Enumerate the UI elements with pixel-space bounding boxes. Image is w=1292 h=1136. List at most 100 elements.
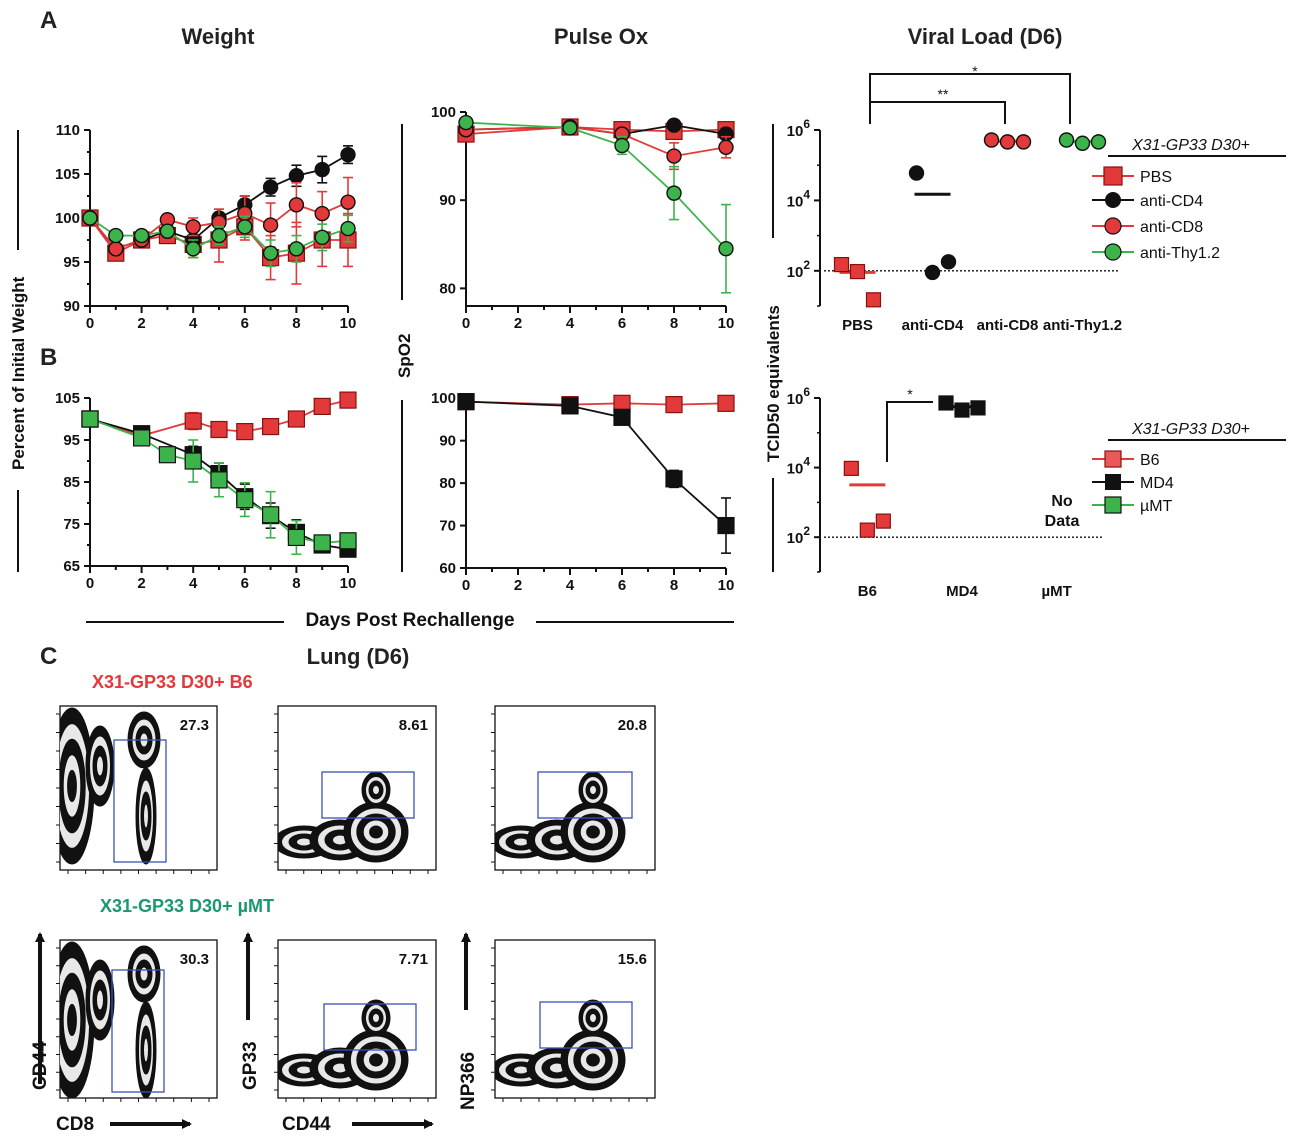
- data-point: [613, 408, 631, 426]
- chart-viral-load-b: 102 104 106 B6 MD4 µMT: [787, 385, 1104, 600]
- data-point: [262, 506, 280, 524]
- svg-text:Days Post Rechallenge: Days Post Rechallenge: [305, 610, 514, 631]
- svg-text:µMT: µMT: [1140, 498, 1173, 515]
- data-point: [718, 139, 734, 155]
- gate-percentage: 27.3: [180, 717, 209, 734]
- data-point: [666, 185, 682, 201]
- contour-density: [60, 941, 161, 1098]
- significance-a: * **: [869, 63, 1071, 124]
- data-point: [288, 197, 305, 213]
- y-tick-label: 110: [56, 122, 80, 139]
- y-tick-label: 105: [55, 390, 80, 407]
- y-tick-label: 60: [439, 560, 456, 577]
- legend-b-md4: MD4: [1092, 474, 1174, 492]
- data-point: [340, 194, 356, 210]
- data-point: [314, 161, 330, 178]
- contour-ring: [96, 989, 104, 1011]
- spo2-y-axis-label: SpO2: [395, 124, 414, 572]
- data-point: [614, 137, 630, 154]
- data-point: [236, 491, 254, 509]
- data-point: [1015, 134, 1032, 150]
- data-point: [339, 532, 357, 550]
- flow-plots: 27.3 8.61 20.8 30.3 7.71 15.6: [56, 705, 656, 1102]
- gate-box: [111, 969, 165, 1093]
- contour-ring: [143, 803, 149, 829]
- contour-ring: [372, 785, 380, 795]
- x-tick-label: 10: [340, 575, 357, 592]
- data-point: [133, 429, 151, 447]
- data-point: [940, 254, 957, 270]
- data-point: [81, 410, 99, 428]
- svg-text:GP33: GP33: [240, 1041, 261, 1090]
- data-point: [262, 417, 280, 436]
- gate-percentage: 15.6: [618, 951, 647, 968]
- y-tick-label: 95: [63, 432, 80, 449]
- legend-a-pbs: PBS: [1092, 166, 1172, 186]
- contour-ring: [96, 755, 104, 777]
- contour-ring: [139, 966, 149, 982]
- data-point: [908, 165, 925, 181]
- x-tick-label: 0: [86, 315, 94, 332]
- x-tick-label: 2: [137, 575, 145, 592]
- data-point: [666, 148, 682, 164]
- group-anti-thy1-2: [1058, 132, 1107, 151]
- gate-percentage: 7.71: [399, 951, 428, 968]
- svg-text:anti-CD4: anti-CD4: [1140, 193, 1203, 210]
- series-line: [89, 418, 349, 544]
- contour-density: [278, 999, 409, 1091]
- category-label-md4: MD4: [946, 583, 978, 600]
- svg-text:Percent of Initial Weight: Percent of Initial Weight: [9, 276, 28, 470]
- gate-box: [539, 1001, 633, 1049]
- title-weight: Weight: [182, 24, 256, 49]
- svg-text:TCID50 equivalents: TCID50 equivalents: [764, 305, 783, 462]
- y-tick-label: 90: [63, 298, 80, 315]
- x-tick-label: 4: [566, 577, 575, 594]
- legend-a-anti-cd8: anti-CD8: [1092, 217, 1203, 236]
- x-tick-label: 6: [618, 315, 626, 332]
- legend-b-b6: B6: [1092, 450, 1160, 469]
- x-tick-label: 10: [340, 315, 357, 332]
- no-data-label: No Data: [1045, 493, 1080, 530]
- x-tick-label: 8: [670, 577, 678, 594]
- tcid50-y-axis-label: TCID50 equivalents: [764, 124, 783, 572]
- data-point: [185, 219, 201, 235]
- svg-text:X31-GP33 D30+: X31-GP33 D30+: [1131, 137, 1250, 154]
- data-point: [237, 219, 253, 235]
- x-tick-label: 0: [462, 577, 470, 594]
- panel-label-a: A: [40, 7, 57, 34]
- series-mt: [81, 410, 357, 556]
- flow-plot-4: 30.3: [56, 939, 218, 1102]
- legend-a-anti-thy12: anti-Thy1.2: [1092, 243, 1220, 262]
- y-tick-label: 70: [439, 518, 456, 535]
- data-point: [313, 397, 331, 415]
- data-point: [314, 205, 330, 222]
- svg-text:*: *: [907, 386, 913, 402]
- y-tick-label: 106: [787, 385, 811, 408]
- contour-ring: [67, 769, 77, 803]
- y-tick-label: 102: [787, 524, 811, 547]
- group-anti-cd4: [908, 165, 957, 281]
- chart-pulse-ox-b: 0 2 4 6 8 10 60 70 80 90 100: [431, 390, 735, 594]
- x-tick-label: 2: [514, 577, 522, 594]
- x-tick-label: 2: [514, 315, 522, 332]
- svg-text:anti-Thy1.2: anti-Thy1.2: [1140, 245, 1220, 262]
- category-label-anti-thy1-2: anti-Thy1.2: [1043, 317, 1122, 334]
- category-label-anti-cd8: anti-CD8: [977, 317, 1039, 334]
- legend-a-anti-cd4: anti-CD4: [1092, 192, 1203, 210]
- series-b6: [81, 391, 357, 445]
- data-point: [665, 396, 683, 414]
- contour-density: [495, 771, 626, 863]
- data-point: [1090, 134, 1107, 150]
- gate-percentage: 8.61: [399, 717, 428, 734]
- contour-ring: [369, 1053, 383, 1067]
- data-point: [108, 227, 124, 244]
- data-point: [210, 420, 228, 439]
- svg-text:CD44: CD44: [282, 1114, 331, 1135]
- data-point: [561, 397, 579, 415]
- x-tick-label: 4: [189, 575, 198, 592]
- chart-weight-b: 0 2 4 6 8 10 65 75 85 95 105: [55, 390, 357, 592]
- data-point: [938, 395, 954, 411]
- data-point: [262, 179, 279, 195]
- data-point: [717, 394, 735, 412]
- data-point: [970, 400, 986, 416]
